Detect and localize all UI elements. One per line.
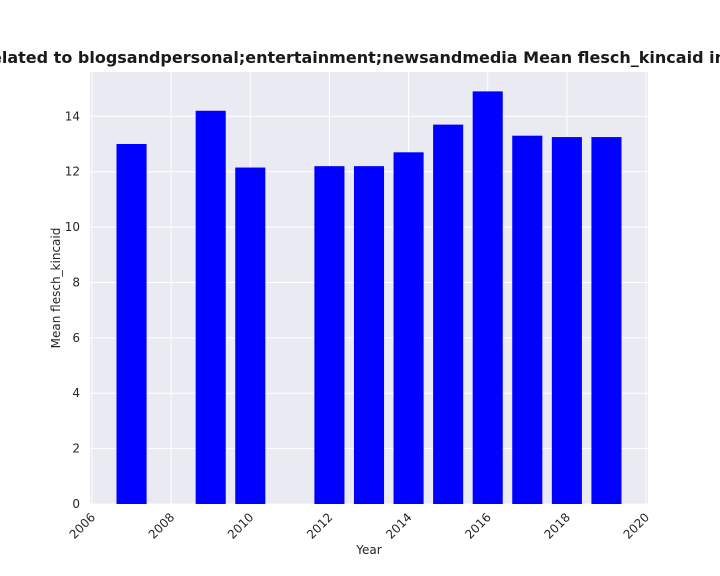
bar-2012 — [314, 166, 345, 504]
x-tick-label: 2006 — [67, 510, 98, 541]
bars — [116, 91, 622, 505]
y-tick-label: 10 — [65, 220, 80, 234]
bar-2009 — [195, 110, 226, 505]
y-tick-label: 6 — [72, 331, 80, 345]
y-tick-label: 4 — [72, 386, 80, 400]
x-axis-label: Year — [355, 543, 381, 557]
y-tick-label: 2 — [72, 442, 80, 456]
bar-2018 — [551, 137, 582, 505]
bar-2016 — [472, 91, 503, 504]
y-axis-label: Mean flesch_kincaid — [49, 228, 63, 349]
bar-2010 — [235, 167, 266, 505]
bar-2019 — [591, 137, 622, 505]
x-tick-label: 2012 — [304, 510, 335, 541]
bar-2007 — [116, 144, 147, 504]
y-tick-labels: 0 2 4 6 8 10 12 14 — [65, 109, 80, 511]
x-tick-labels: 2006 2008 2010 2012 2014 2016 2018 2020 — [67, 510, 653, 541]
chart-title: s are related to blogsandpersonal;entert… — [0, 48, 720, 67]
bar-2015 — [433, 124, 464, 504]
x-tick-label: 2016 — [462, 510, 493, 541]
y-tick-label: 0 — [72, 497, 80, 511]
bar-2017 — [512, 135, 543, 504]
bar-2013 — [353, 166, 385, 504]
x-tick-label: 2018 — [541, 510, 572, 541]
y-tick-label: 8 — [72, 275, 80, 289]
y-tick-label: 14 — [65, 109, 80, 123]
x-tick-label: 2020 — [621, 510, 652, 541]
x-tick-label: 2008 — [146, 510, 177, 541]
x-tick-label: 2010 — [225, 510, 256, 541]
bar-2014 — [393, 152, 424, 505]
x-tick-label: 2014 — [383, 510, 414, 541]
y-tick-label: 12 — [65, 165, 80, 179]
